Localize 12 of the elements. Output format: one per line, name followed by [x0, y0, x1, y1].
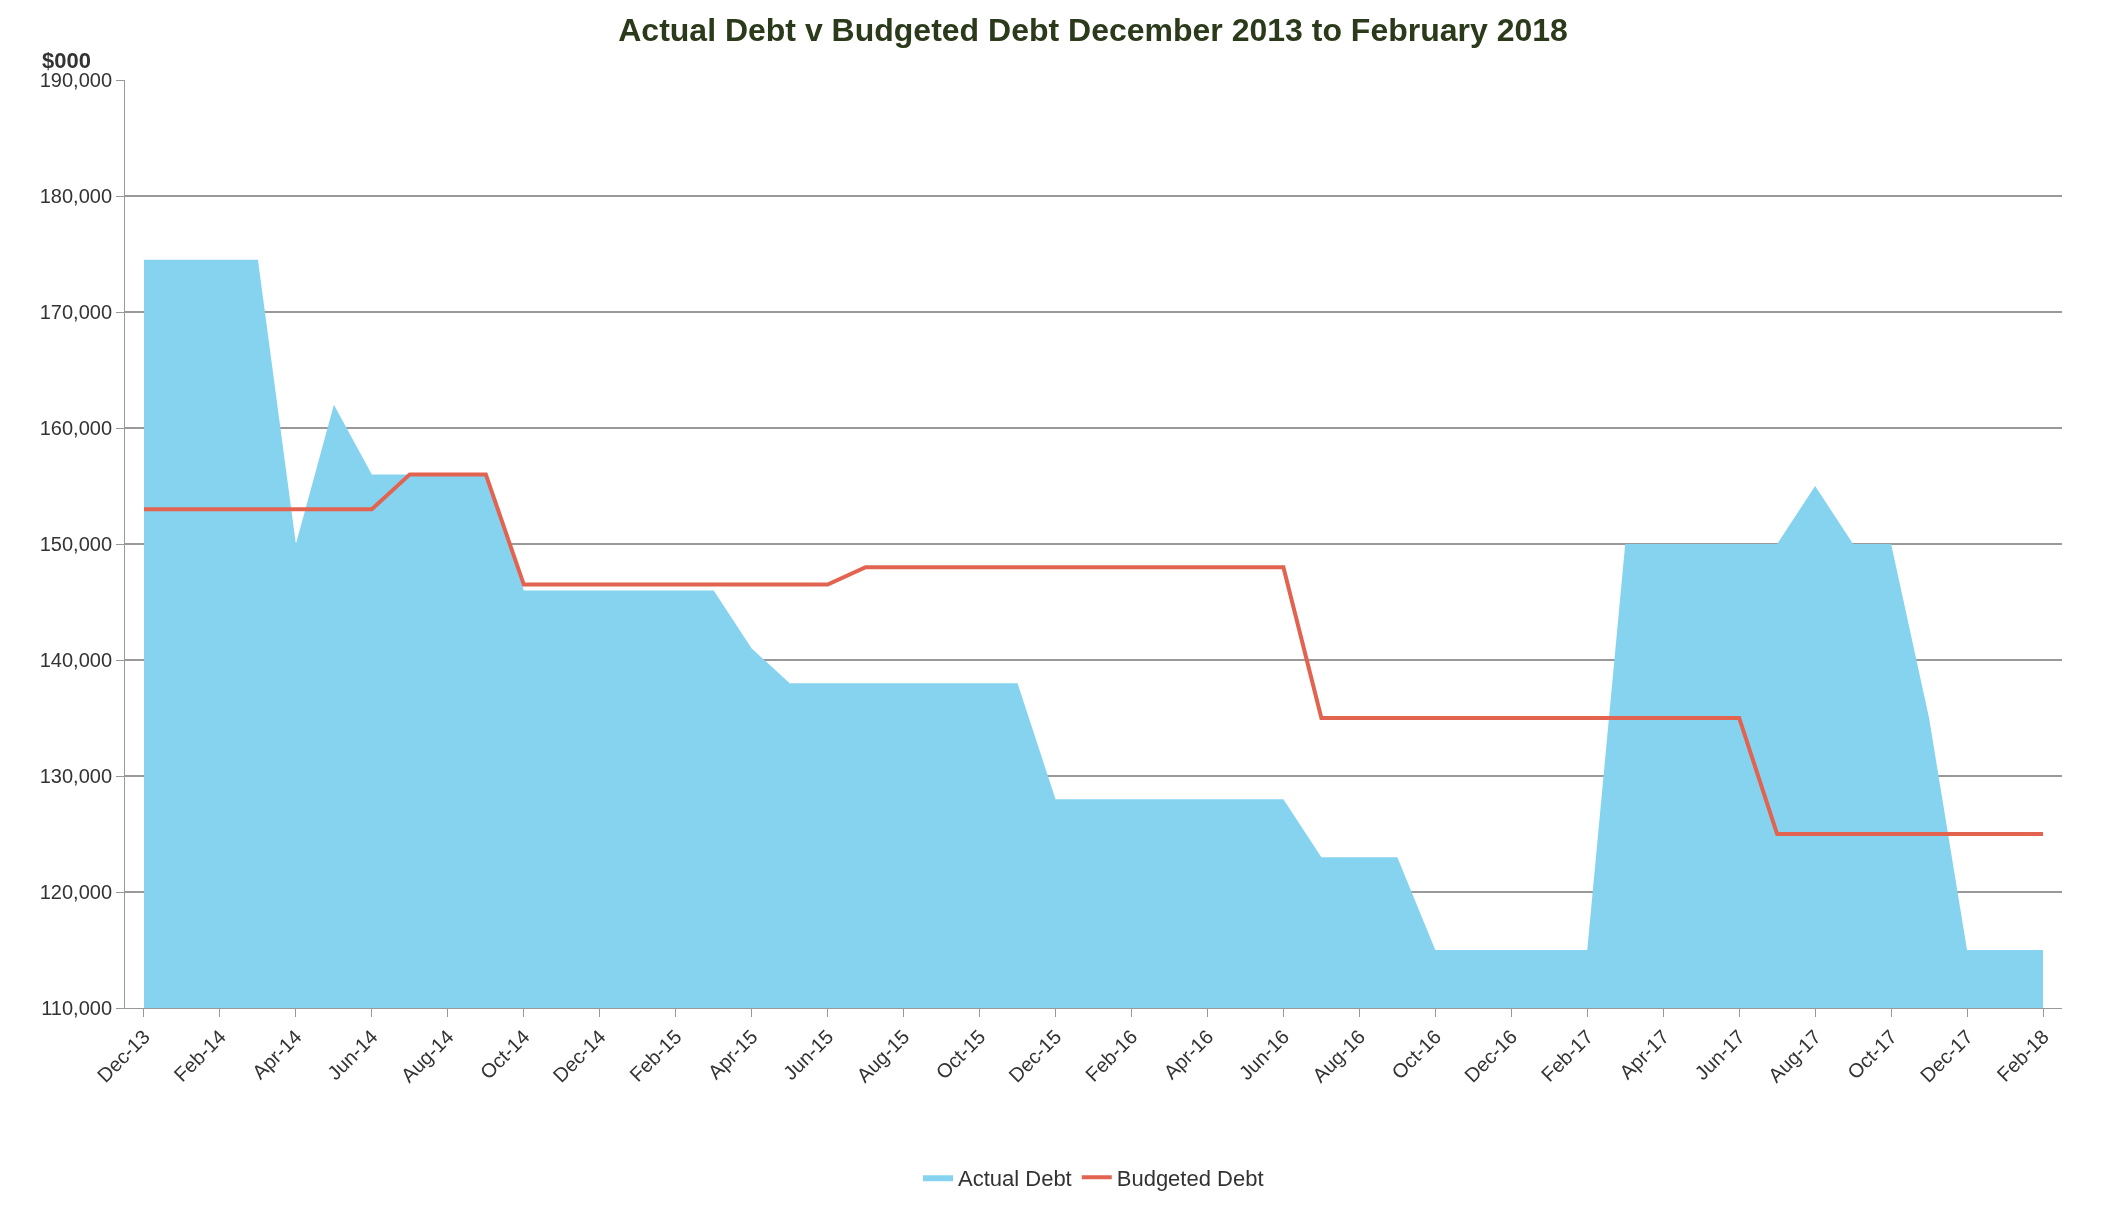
legend-label: Budgeted Debt	[1116, 1165, 1264, 1191]
y-tick-label: 180,000	[39, 185, 112, 207]
y-tick-label: 120,000	[39, 881, 112, 903]
legend-label: Actual Debt	[958, 1165, 1072, 1191]
y-tick-label: 130,000	[39, 765, 112, 787]
y-tick-label: 110,000	[41, 997, 112, 1019]
y-tick-label: 150,000	[39, 533, 112, 555]
chart-title: Actual Debt v Budgeted Debt December 2013 to February 2018	[618, 11, 1568, 48]
y-tick-label: 140,000	[39, 649, 112, 671]
line-series	[141, 472, 2046, 836]
y-tick-label: 160,000	[39, 417, 112, 439]
y-tick-label: 170,000	[39, 301, 112, 323]
